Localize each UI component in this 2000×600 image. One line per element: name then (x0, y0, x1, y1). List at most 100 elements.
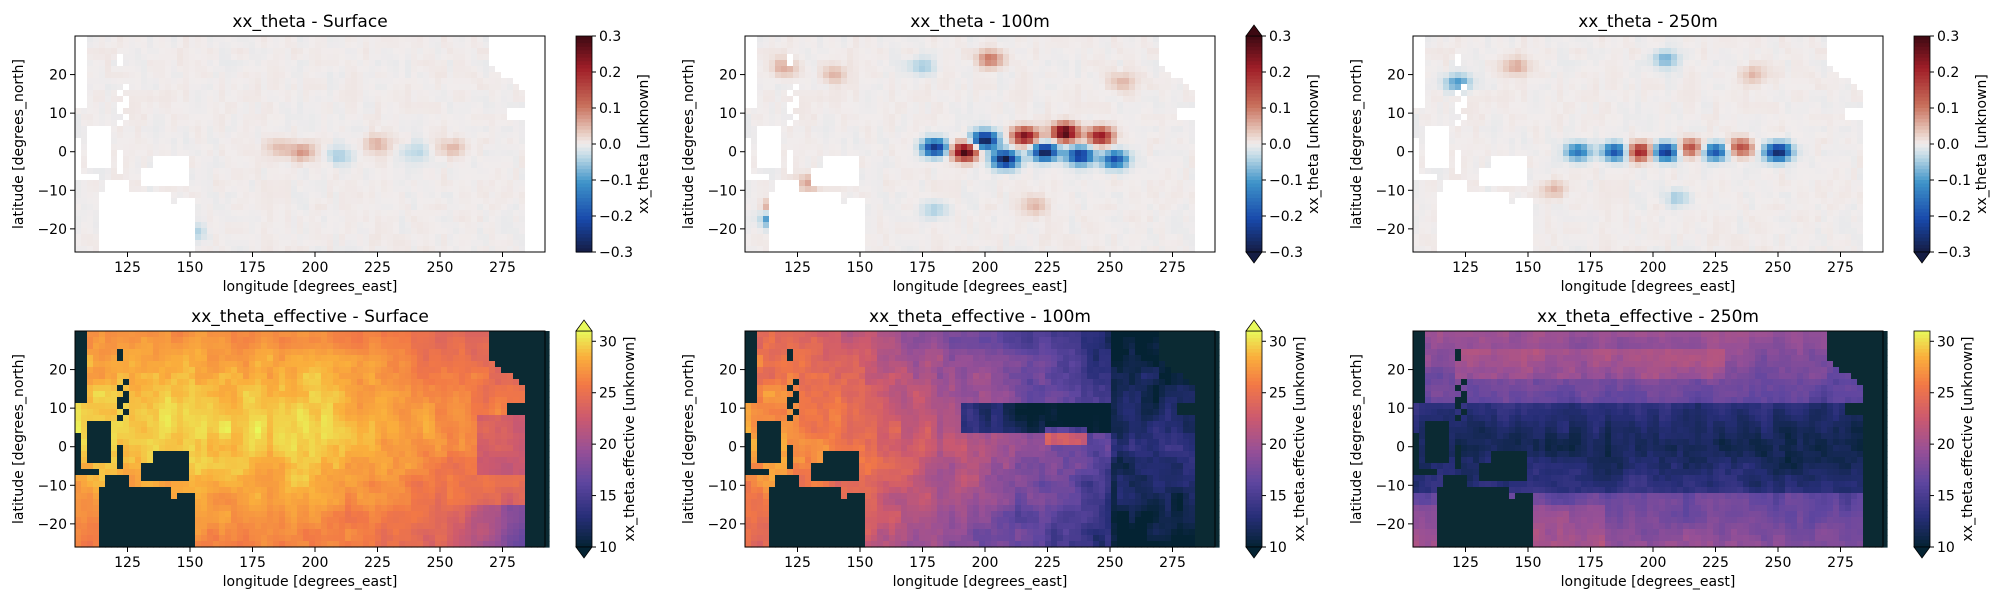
heatmap-cell (135, 162, 142, 169)
heatmap-cell (129, 114, 136, 121)
heatmap-cell (369, 168, 376, 175)
heatmap-cell (507, 108, 514, 115)
heatmap-cell (255, 120, 262, 127)
heatmap-cell (159, 138, 166, 145)
heatmap-cell (1159, 126, 1166, 133)
heatmap-cell (315, 84, 322, 91)
heatmap-cell (111, 54, 118, 61)
heatmap-cell (183, 108, 190, 115)
heatmap-cell (991, 162, 998, 169)
heatmap-cell (1027, 84, 1034, 91)
heatmap-cell (829, 96, 836, 103)
heatmap-cell (1159, 114, 1166, 121)
colorbar-segment (576, 187, 592, 192)
heatmap-cell (841, 84, 848, 91)
heatmap-cell (459, 246, 466, 253)
heatmap-cell (87, 246, 94, 253)
heatmap-cell (985, 60, 992, 67)
heatmap-cell (525, 168, 532, 175)
heatmap-cell (1147, 174, 1154, 181)
heatmap-cell (327, 210, 334, 217)
heatmap-cell (141, 156, 148, 163)
heatmap-cell (345, 102, 352, 109)
heatmap-cell (75, 150, 82, 157)
heatmap-cell (93, 66, 100, 73)
heatmap-cell (327, 180, 334, 187)
heatmap-cell (399, 90, 406, 97)
heatmap-cell (883, 66, 890, 73)
heatmap-cell (363, 36, 370, 43)
heatmap-cell (231, 228, 238, 235)
heatmap-cell (1009, 42, 1016, 49)
heatmap-cell (883, 54, 890, 61)
heatmap-cell (405, 102, 412, 109)
heatmap-cell (411, 150, 418, 157)
heatmap-cell (129, 204, 136, 211)
heatmap-cell (75, 168, 82, 175)
heatmap-cell (1111, 180, 1118, 187)
heatmap-cell (1027, 144, 1034, 151)
heatmap-cell (525, 180, 532, 187)
heatmap-cell (339, 174, 346, 181)
heatmap-cell (363, 174, 370, 181)
heatmap-cell (1021, 96, 1028, 103)
heatmap-cell (231, 174, 238, 181)
heatmap-cell (871, 84, 878, 91)
heatmap-cell (135, 210, 142, 217)
heatmap-cell (177, 72, 184, 79)
heatmap-cell (129, 54, 136, 61)
heatmap-cell (195, 48, 202, 55)
heatmap-cell (483, 66, 490, 73)
heatmap-cell (1213, 114, 1220, 121)
heatmap-cell (99, 66, 106, 73)
heatmap-cell (1069, 42, 1076, 49)
heatmap-cell (321, 198, 328, 205)
heatmap-cell (501, 162, 508, 169)
heatmap-cell (405, 144, 412, 151)
heatmap-cell (543, 66, 550, 73)
heatmap-cell (297, 84, 304, 91)
heatmap-cell (823, 96, 830, 103)
heatmap-cell (261, 204, 268, 211)
heatmap-cell (459, 228, 466, 235)
heatmap-cell (1033, 96, 1040, 103)
heatmap-cell (75, 138, 82, 145)
heatmap-cell (321, 48, 328, 55)
heatmap-cell (243, 216, 250, 223)
heatmap-cell (309, 198, 316, 205)
heatmap-cell (799, 132, 806, 139)
heatmap-cell (1075, 90, 1082, 97)
heatmap-cell (507, 66, 514, 73)
heatmap-cell (1117, 78, 1124, 85)
heatmap-cell (231, 156, 238, 163)
colorbar-segment (576, 68, 592, 73)
heatmap-cell (183, 174, 190, 181)
heatmap-cell (1183, 66, 1190, 73)
heatmap-cell (117, 240, 124, 247)
colorbar-segment (576, 50, 592, 55)
heatmap-cell (477, 216, 484, 223)
heatmap-cell (859, 186, 866, 193)
heatmap-cell (387, 120, 394, 127)
heatmap-cell (447, 84, 454, 91)
heatmap-cell (1093, 48, 1100, 55)
heatmap-cell (1141, 84, 1148, 91)
heatmap-cell (399, 132, 406, 139)
heatmap-cell (489, 132, 496, 139)
heatmap-cell (471, 246, 478, 253)
heatmap-cell (429, 96, 436, 103)
heatmap-cell (871, 102, 878, 109)
heatmap-cell (333, 150, 340, 157)
heatmap-cell (417, 228, 424, 235)
heatmap-cell (405, 138, 412, 145)
heatmap-cell (919, 126, 926, 133)
heatmap-cell (1009, 90, 1016, 97)
heatmap-cell (853, 156, 860, 163)
heatmap-cell (859, 36, 866, 43)
heatmap-cell (1171, 66, 1178, 73)
heatmap-cell (273, 216, 280, 223)
heatmap-cell (483, 216, 490, 223)
heatmap-cell (1081, 96, 1088, 103)
heatmap-cell (117, 174, 124, 181)
heatmap-cell (1129, 126, 1136, 133)
